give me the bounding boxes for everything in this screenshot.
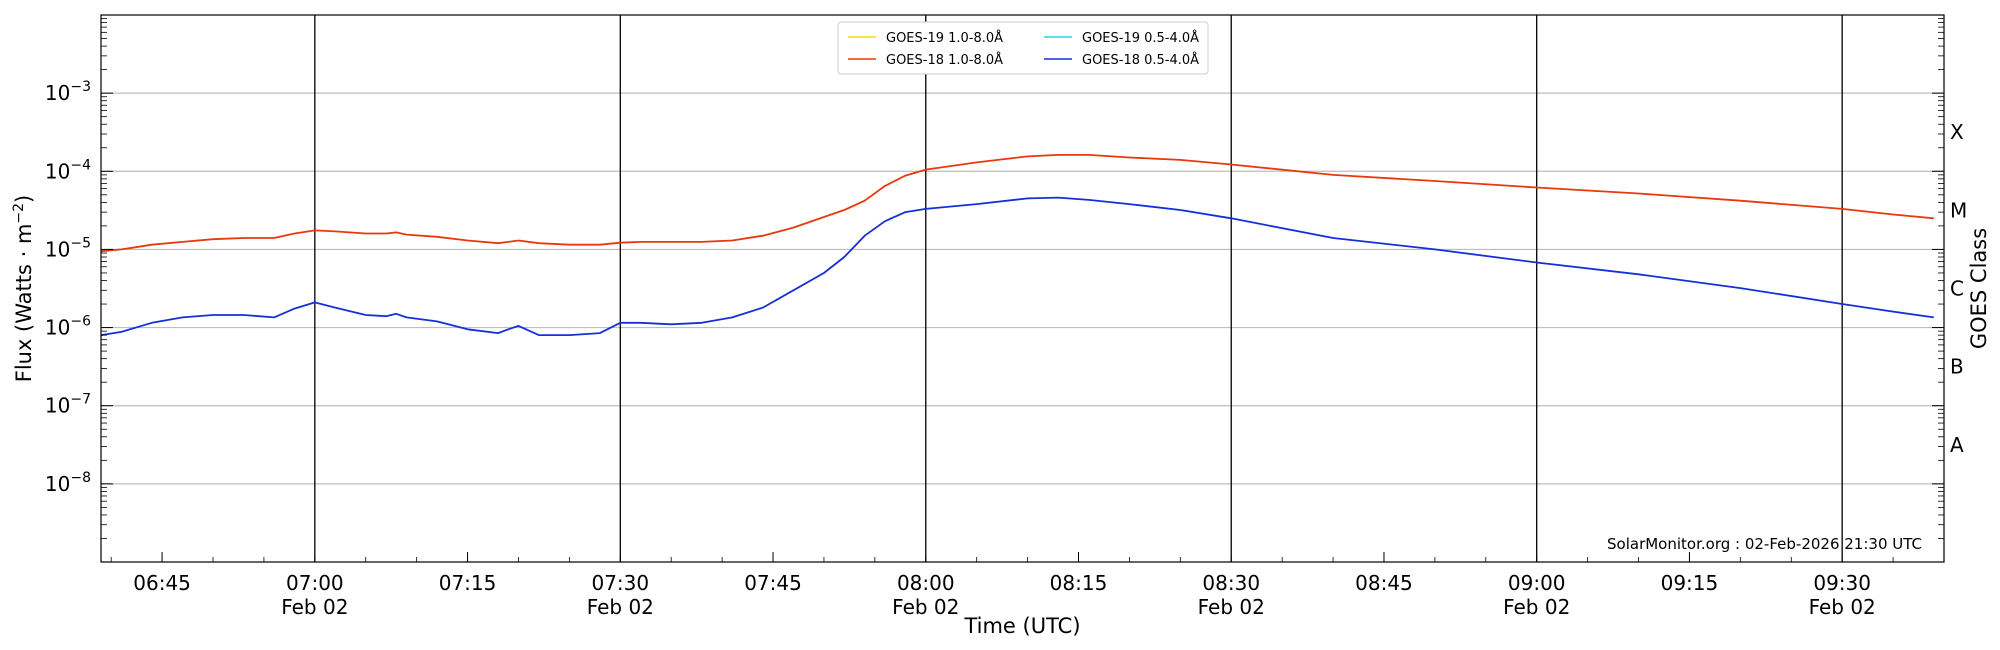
- x-tick-label-date: Feb 02: [892, 595, 959, 619]
- goes-class-label: C: [1950, 277, 1964, 301]
- series-line-2: [100, 153, 1934, 253]
- x-tick-label-date: Feb 02: [281, 595, 348, 619]
- y-tick-label: 10−7: [45, 392, 91, 418]
- y-tick-label-exponent: −4: [70, 157, 91, 173]
- x-tick-label-time: 07:00: [286, 571, 344, 595]
- y-tick-label-base: 10: [45, 472, 70, 496]
- x-tick-label-date: Feb 02: [587, 595, 654, 619]
- legend-label: GOES-19 0.5-4.0Å: [1082, 30, 1199, 46]
- y-tick-label-exponent: −3: [70, 79, 91, 95]
- x-tick-label: 07:45: [744, 571, 802, 595]
- goes-class-label: M: [1950, 198, 1967, 222]
- y-tick-label: 10−4: [45, 157, 91, 183]
- goes-class-label: A: [1950, 433, 1964, 457]
- tick-layer: [101, 18, 1945, 562]
- x-tick-label-time: 08:00: [897, 571, 955, 595]
- goes-class-axis-title: GOES Class: [1967, 228, 1991, 349]
- y-tick-label: 10−8: [45, 470, 91, 496]
- y-tick-label-exponent: −8: [70, 470, 91, 486]
- goes-class-label: B: [1950, 355, 1964, 379]
- y-tick-label-base: 10: [45, 316, 70, 340]
- x-tick-label-time: 07:30: [591, 571, 649, 595]
- goes-class-label: X: [1950, 120, 1964, 144]
- y-axis-title-sup: −2: [11, 203, 27, 224]
- y-axis-title-main: Flux (Watts · m: [12, 224, 36, 383]
- grid-layer: [101, 15, 1944, 562]
- plot-frame: [100, 14, 1945, 563]
- x-tick-label: 08:15: [1050, 571, 1108, 595]
- legend: GOES-19 1.0-8.0Å GOES-19 0.5-4.0Å GOES-18 …: [837, 21, 1209, 75]
- x-tick-label: 09:15: [1661, 571, 1719, 595]
- y-tick-label-base: 10: [45, 81, 70, 105]
- y-tick-label-exponent: −6: [70, 314, 91, 330]
- y-tick-label: 10−6: [45, 314, 91, 340]
- x-tick-label: 07:15: [439, 571, 497, 595]
- watermark-annotation: SolarMonitor.org : 02-Feb-2026 21:30 UTC: [1607, 535, 1922, 553]
- y-axis-title: Flux (Watts · m−2): [11, 195, 36, 383]
- series-layer: [100, 153, 1934, 337]
- x-tick-label: 06:45: [133, 571, 191, 595]
- x-tick-label-time: 09:30: [1813, 571, 1871, 595]
- y-tick-label-base: 10: [45, 237, 70, 261]
- x-axis-title: Time (UTC): [963, 614, 1080, 638]
- x-tick-label-date: Feb 02: [1198, 595, 1265, 619]
- y-tick-label-exponent: −7: [70, 392, 91, 408]
- x-tick-label-time: 08:30: [1202, 571, 1260, 595]
- legend-label: GOES-19 1.0-8.0Å: [886, 30, 1003, 46]
- label-layer: 10−810−710−610−510−410−306:45 07:15 07:45 0…: [45, 79, 1967, 619]
- x-tick-label-date: Feb 02: [1809, 595, 1876, 619]
- y-axis-title-close: ): [12, 195, 36, 203]
- y-tick-label-base: 10: [45, 159, 70, 183]
- legend-label: GOES-18 1.0-8.0Å: [886, 52, 1003, 68]
- legend-box: [837, 21, 1209, 75]
- y-tick-label: 10−3: [45, 79, 91, 105]
- legend-label: GOES-18 0.5-4.0Å: [1082, 52, 1199, 68]
- y-tick-label: 10−5: [45, 235, 91, 261]
- series-line-3: [100, 196, 1934, 337]
- x-tick-label-time: 09:00: [1508, 571, 1566, 595]
- x-tick-label: 08:45: [1355, 571, 1413, 595]
- y-tick-label-base: 10: [45, 394, 70, 418]
- y-tick-label-exponent: −5: [70, 235, 91, 251]
- x-tick-label-date: Feb 02: [1503, 595, 1570, 619]
